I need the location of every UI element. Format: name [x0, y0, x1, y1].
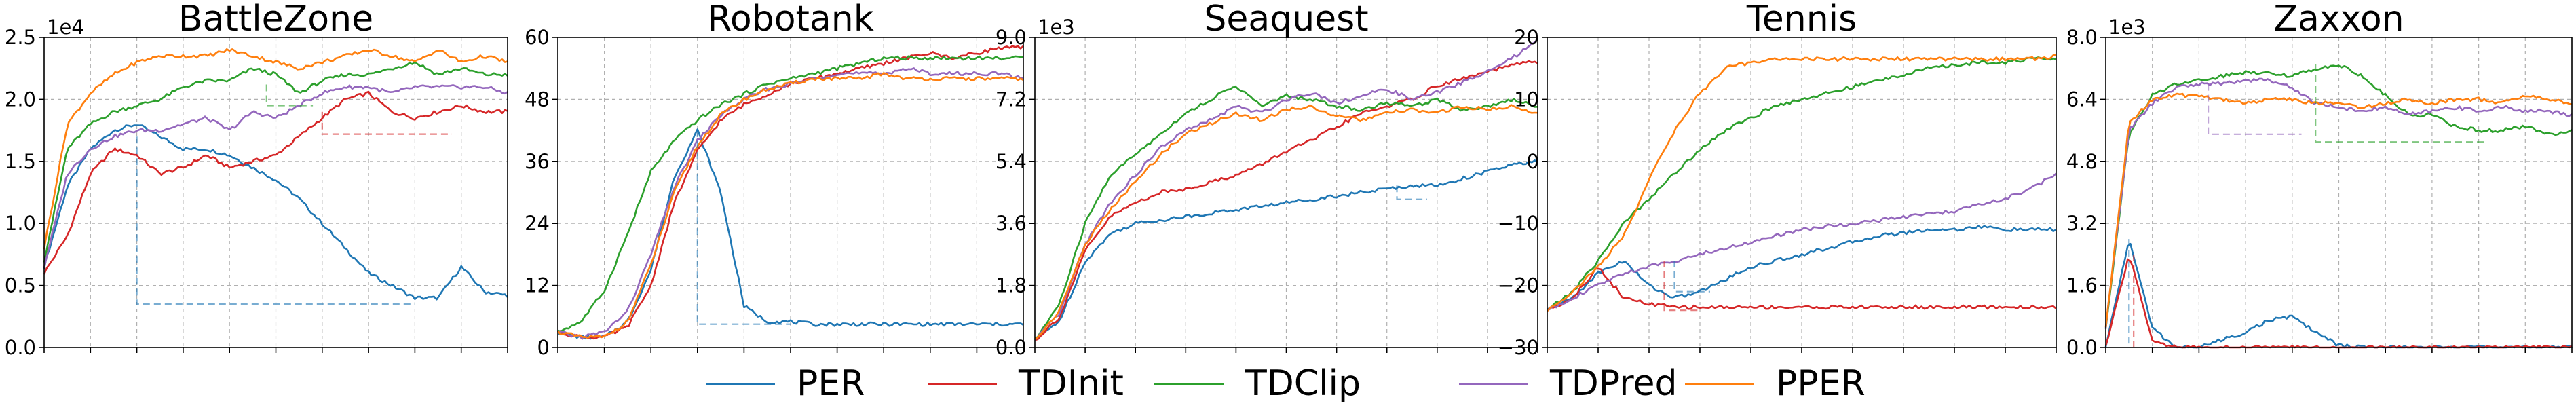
dashed-segment-tdclip	[2315, 64, 2488, 143]
panel-seaquest: 0.0 1.8 3.6 5.4 7.2 9.0 Seaquest 1e3	[996, 0, 1538, 359]
y-tick-label: 1.0	[5, 212, 36, 235]
legend-entry-tdclip: TDClip	[1154, 363, 1361, 404]
series-line-tdclip	[1547, 56, 2057, 312]
legend-entry-tdpred: TDPred	[1459, 363, 1677, 404]
panel-battlezone: 0.0 0.5 1.0 1.5 2.0 2.5 BattleZone 1e4	[5, 0, 508, 359]
series-line-tdinit	[1546, 267, 2057, 312]
legend-entry-pper: PPER	[1685, 363, 1865, 404]
series-line-tdpred	[1034, 38, 1538, 341]
y-tick-label: 9.0	[996, 26, 1027, 49]
series-line-per	[1547, 225, 2057, 311]
y-tick-label: 8.0	[2066, 26, 2098, 49]
y-tick-label: 12	[525, 274, 550, 297]
series-line-tdpred	[43, 84, 508, 268]
legend-entry-per: PER	[706, 363, 865, 404]
series-line-tdinit	[557, 45, 1024, 340]
panel-zaxxon: 0.0 1.6 3.2 4.8 6.4 8.0 Zaxxon 1e3	[2066, 0, 2573, 359]
panel-title: Tennis	[1746, 0, 1857, 39]
legend-entry-tdinit: TDInit	[928, 363, 1124, 404]
plot-frame	[557, 37, 1024, 348]
legend: PER TDInit TDClip TDPred PPER	[706, 363, 1865, 404]
y-tick-label: 5.4	[996, 150, 1027, 173]
y-tick-label: −10	[1498, 212, 1539, 235]
dashed-segment-tdinit	[1663, 261, 1700, 312]
panel-title: Zaxxon	[2273, 0, 2404, 39]
series-line-tdclip	[557, 55, 1024, 333]
dashed-segment-per	[696, 130, 791, 325]
dashed-segment-per	[1673, 261, 1710, 293]
series-line-tdpred	[1547, 172, 2057, 312]
legend-label: TDClip	[1245, 363, 1361, 404]
panel-title: Robotank	[707, 0, 874, 39]
y-tick-label: 7.2	[996, 88, 1027, 111]
y-tick-label: 4.8	[2066, 150, 2098, 173]
legend-label: TDPred	[1549, 363, 1677, 404]
axis-multiplier: 1e3	[2108, 16, 2146, 39]
series-line-tdpred	[557, 67, 1024, 340]
y-tick-label: −30	[1498, 336, 1539, 359]
series-line-tdinit	[1034, 60, 1538, 341]
y-tick-label: 48	[525, 88, 550, 111]
plot-frame	[1547, 37, 2057, 348]
axis-multiplier: 1e3	[1038, 16, 1075, 39]
y-tick-label: 10	[1514, 88, 1539, 111]
panel-title: Seaquest	[1204, 0, 1368, 39]
series-line-tdpred	[2104, 77, 2573, 329]
series-line-tdclip	[2104, 64, 2573, 329]
dashed-segment-tdpred	[2208, 83, 2302, 135]
plot-frame	[43, 37, 508, 348]
y-tick-label: 0.5	[5, 274, 36, 297]
y-tick-label: 0.0	[2066, 336, 2098, 359]
legend-label: PER	[797, 363, 865, 404]
y-tick-label: 1.8	[996, 274, 1027, 297]
legend-label: PPER	[1776, 363, 1865, 404]
y-tick-label: 60	[525, 26, 550, 49]
series-line-per	[43, 124, 508, 301]
y-tick-label: 2.0	[5, 88, 36, 111]
y-tick-label: 1.6	[2066, 274, 2098, 297]
y-tick-label: 20	[1514, 26, 1539, 49]
series-line-pper	[2104, 92, 2573, 328]
series-line-pper	[1547, 54, 2057, 312]
series-line-tdinit	[43, 90, 508, 275]
dashed-segment-per	[136, 136, 415, 305]
y-tick-label: 1.5	[5, 150, 36, 173]
y-tick-label: 3.2	[2066, 212, 2098, 235]
y-tick-label: 24	[525, 212, 550, 235]
y-tick-label: 2.5	[5, 26, 36, 49]
dashed-segment-tdclip	[265, 84, 314, 107]
y-tick-label: 3.6	[996, 212, 1027, 235]
y-tick-label: 0	[1527, 150, 1539, 173]
series-line-per	[1034, 159, 1538, 341]
y-tick-label: 0.0	[5, 336, 36, 359]
dashed-segment-tdinit	[321, 111, 452, 135]
legend-label: TDInit	[1018, 363, 1124, 404]
y-tick-label: 36	[525, 150, 550, 173]
plot-frame	[1034, 37, 1538, 348]
series-line-tdclip	[1034, 86, 1538, 340]
panels: 0.0 0.5 1.0 1.5 2.0 2.5 BattleZone 1e4 0 12 24 36 48…	[5, 0, 2573, 359]
axis-multiplier: 1e4	[47, 16, 84, 39]
series-line-tdclip	[43, 61, 508, 263]
y-tick-label: 0	[537, 336, 550, 359]
dashed-segment-per	[1396, 185, 1427, 200]
y-tick-label: 6.4	[2066, 88, 2098, 111]
series-line-pper	[43, 48, 508, 250]
series-line-pper	[1034, 104, 1538, 341]
series-line-pper	[556, 72, 1024, 339]
panel-robotank: 0 12 24 36 48 60 Robotank	[525, 0, 1024, 359]
y-tick-label: −20	[1498, 274, 1539, 297]
plot-frame	[2105, 37, 2573, 348]
y-tick-label: 0.0	[996, 336, 1027, 359]
panel-title: BattleZone	[178, 0, 373, 39]
panel-tennis: −30 −20 −10 0 10 20 Tennis	[1498, 0, 2057, 359]
